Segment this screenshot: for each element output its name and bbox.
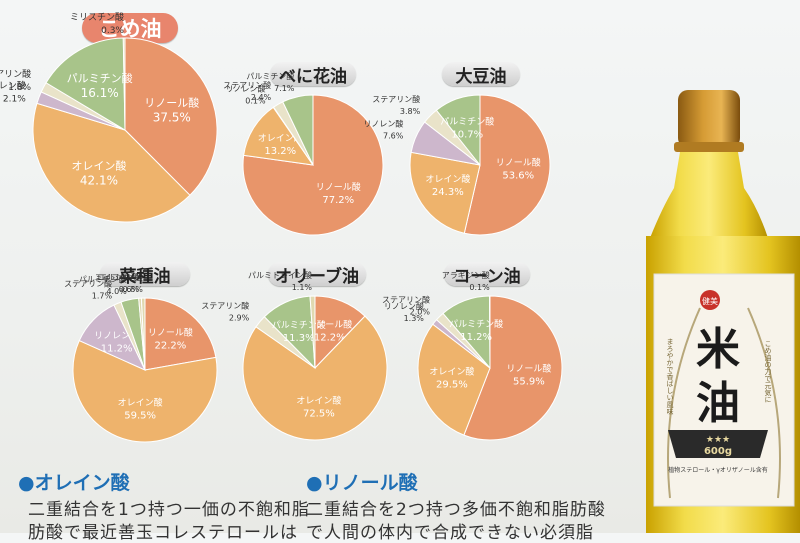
pie-label-value: 53.6% — [502, 170, 534, 181]
pie-label-name: オレイン酸 — [425, 174, 470, 185]
pie-label-name: ステアリン酸 — [223, 80, 271, 90]
product-weight: 600g — [704, 446, 732, 457]
pie-6: リノール酸55.9%オレイン酸29.5%リノレン酸1.3%ステアリン酸2.0%パ… — [382, 270, 562, 440]
pie-5: リノール酸12.2%オレイン酸72.5%ステアリン酸2.9%パルミチン酸11.3… — [201, 270, 387, 440]
pie-label-name: リノール酸 — [148, 328, 193, 339]
product-badge: 健美 — [702, 296, 718, 306]
pie-label-value: 13.2% — [264, 146, 296, 157]
product-bottom-text: 植物ステロール・γオリザノール含有 — [668, 466, 767, 474]
pie-label-value: 0.1% — [469, 283, 490, 292]
pie-label-name: リノール酸 — [316, 182, 361, 193]
pie-label-name: パルミチン酸 — [67, 71, 133, 85]
pie-label-value: 2.1% — [3, 95, 26, 105]
pie-2: リノール酸77.2%オレイン酸13.2%リノレン酸0.1%ステアリン酸2.4%パ… — [223, 71, 383, 235]
pie-label-value: 2.9% — [229, 314, 250, 323]
pie-label-value: 59.5% — [124, 410, 156, 421]
product-stars: ★★★ — [706, 435, 730, 445]
pie-label-value: 11.2% — [460, 332, 492, 343]
pie-3: リノール酸 53.6% オレイン酸 24.3% リノレン酸 7.6% ステアリン酸 3.8% パ… — [363, 94, 550, 235]
pie-label-name: リノレン酸 — [363, 119, 403, 129]
pie-label-name: パルミチン酸 — [272, 320, 326, 331]
pie-label-name: ステアリン酸 — [0, 69, 31, 80]
product-name-1: 米 — [696, 324, 740, 375]
section-head-oleic: ●オレイン酸 — [18, 468, 130, 495]
pie-label-value: 10.7% — [451, 130, 483, 141]
pie-charts: リノール酸37.5%オレイン酸42.1%リノレン酸2.1%ステアリン酸1.8%パ… — [0, 0, 640, 460]
pie-label-name: オレイン酸 — [71, 158, 126, 172]
product-side-text-right: こめ油の力で元気に — [764, 340, 772, 403]
pie-label-value: 29.5% — [436, 380, 468, 391]
pie-label-value: 55.9% — [513, 376, 545, 387]
pie-label-value: 0.3% — [101, 26, 124, 36]
pie-label-name: オレイン酸 — [429, 367, 474, 378]
pie-label-name: アラギジン酸 — [442, 270, 490, 280]
pie-label-value: 11.3% — [283, 333, 315, 344]
pie-label-value: 2.0% — [410, 307, 431, 316]
pie-label-value: 22.2% — [155, 341, 187, 352]
pie-label-value: 3.8% — [400, 107, 421, 116]
section-oleic-line-2: 肪酸で最近善玉コレステロールは — [28, 518, 298, 543]
section-head-linoleic: ●リノール酸 — [306, 468, 418, 495]
pie-label-name: パルミチン酸 — [449, 319, 503, 330]
pie-1: リノール酸37.5%オレイン酸42.1%リノレン酸2.1%ステアリン酸1.8%パ… — [0, 12, 217, 222]
pie-label-value: 37.5% — [153, 111, 191, 125]
pie-label-value: 24.3% — [432, 187, 464, 198]
pie-label-name: パルミトレイン酸 — [248, 270, 312, 280]
pie-label-value: 0.8% — [123, 285, 144, 294]
pie-label-value: 72.5% — [303, 408, 335, 419]
pie-label-name: リノール酸 — [144, 96, 199, 110]
pie-label-name: ミリスチン酸 — [70, 12, 124, 23]
pie-label-value: 7.1% — [274, 84, 295, 93]
pie-label-value: 7.6% — [383, 132, 404, 141]
pie-label-value: 1.8% — [8, 83, 31, 93]
section-oleic-line-1: 二重結合を1つ持つ一価の不飽和脂 — [28, 495, 310, 520]
section-linoleic-line-2: で人間の体内で合成できない必須脂 — [306, 518, 594, 543]
rice-oil-bottle: 健美 米 油 まろやかで香ばしい風味 こめ油の力で元気に ★★★ 600g 植物… — [640, 78, 800, 533]
bottle-cap — [678, 90, 740, 148]
pie-label-value: 2.4% — [251, 93, 272, 102]
pie-label-value: 1.1% — [292, 283, 313, 292]
pie-label-name: ステアリン酸 — [382, 294, 430, 304]
pie-label-value: 42.1% — [80, 173, 118, 187]
pie-4: リノール酸22.2%オレイン酸59.5%リノレン酸11.2%ステアリン酸1.7%… — [64, 272, 217, 442]
pie-label-name: オレイン酸 — [118, 397, 163, 408]
section-linoleic-line-1: 二重結合を2つ持つ多価不飽和脂肪酸 — [306, 495, 606, 520]
pie-label-value: 11.2% — [101, 343, 133, 354]
product-name-2: 油 — [696, 378, 740, 429]
pie-label-name: パルミチン酸 — [246, 71, 294, 81]
pie-label-name: ステアリン酸 — [201, 301, 249, 311]
pie-label-name: エイコセン酸 — [95, 272, 143, 282]
pie-label-name: リノール酸 — [496, 157, 541, 168]
pie-label-name: パルミチン酸 — [440, 117, 494, 128]
pie-label-name: ステアリン酸 — [372, 94, 420, 104]
pie-label-name: オレイン酸 — [296, 395, 341, 406]
product-side-text-left: まろやかで香ばしい風味 — [666, 338, 674, 416]
pie-label-name: リノール酸 — [506, 363, 551, 374]
bottle-neck — [650, 152, 768, 238]
pie-label-value: 16.1% — [81, 86, 119, 100]
pie-label-value: 77.2% — [322, 195, 354, 206]
